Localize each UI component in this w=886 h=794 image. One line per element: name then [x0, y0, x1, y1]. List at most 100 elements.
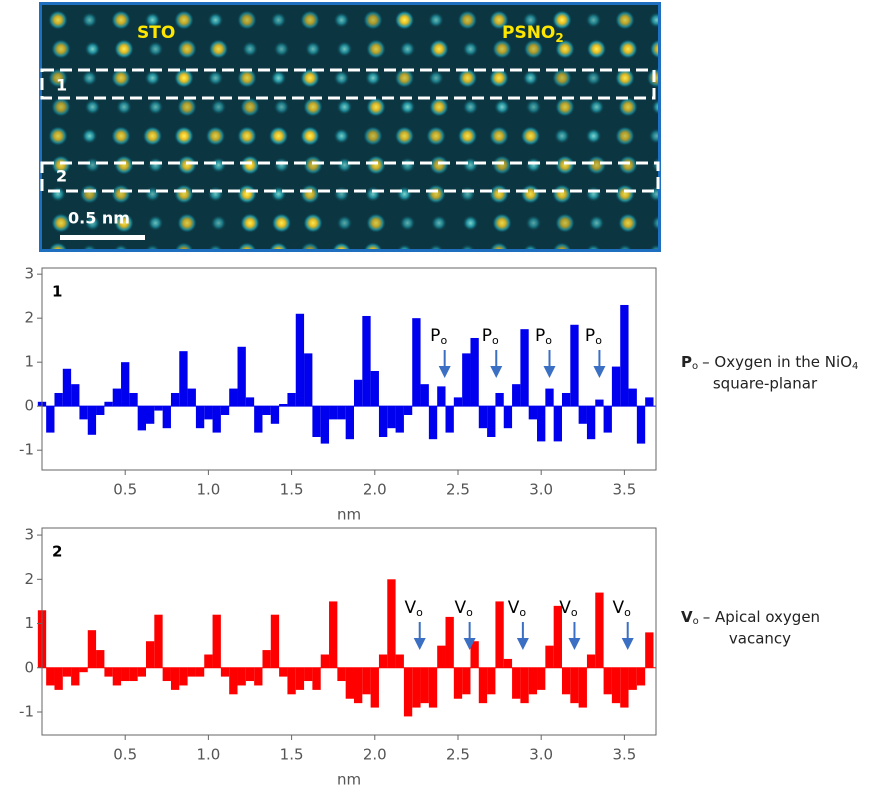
atom-column [81, 12, 98, 28]
atom-column [333, 128, 350, 144]
bar [112, 667, 122, 686]
atom-column [336, 41, 353, 57]
bar [420, 667, 429, 704]
bar [170, 392, 180, 407]
panel-label: 2 [52, 543, 62, 561]
y-tick-label: 3 [24, 526, 34, 544]
bar [187, 667, 196, 677]
note-text: – Oxygen in the NiO [702, 353, 852, 371]
annotation-arrowhead [568, 638, 581, 650]
atom-column [492, 155, 512, 175]
atom-column [333, 12, 350, 28]
atom-column [431, 215, 447, 231]
y-tick-label: 0 [24, 658, 34, 676]
atom-column [111, 184, 131, 204]
bar [370, 370, 379, 407]
atom-column [84, 157, 101, 173]
annotation: Po [430, 326, 447, 347]
bar [537, 667, 546, 690]
bar [345, 667, 354, 699]
bar [420, 384, 429, 407]
annotation-sub: o [571, 606, 578, 619]
annotation-main: V [454, 598, 466, 618]
bar [195, 406, 205, 429]
x-tick-label: 3.5 [612, 746, 636, 764]
atom-column [615, 10, 635, 30]
annotation-sub: o [595, 334, 602, 347]
atom-column [399, 215, 416, 231]
atom-column [365, 70, 381, 86]
atom-column [428, 70, 444, 86]
atom-column [618, 155, 638, 175]
atom-column [51, 213, 71, 233]
bar [337, 667, 346, 682]
bar [512, 667, 521, 699]
x-tick-label: 0.5 [113, 746, 137, 764]
atom-column [48, 242, 68, 251]
atom-column [177, 39, 197, 59]
atom-column [363, 10, 383, 30]
bar [279, 667, 288, 677]
bar [320, 406, 330, 444]
atom-column [489, 242, 509, 251]
bar [254, 406, 263, 433]
bar [220, 667, 230, 677]
y-tick-label: -1 [19, 703, 34, 721]
bar [262, 406, 271, 415]
atom-column [237, 68, 257, 88]
bar [586, 406, 596, 440]
bar [412, 318, 421, 407]
atom-column [273, 99, 290, 115]
atom-column [300, 68, 320, 88]
bar [79, 667, 88, 673]
bar [553, 406, 562, 442]
atom-column [366, 39, 386, 59]
atom-column [174, 126, 194, 146]
annotation: Vo [613, 598, 632, 619]
bar [237, 346, 246, 407]
bar [453, 667, 463, 699]
bar [570, 667, 579, 704]
annotation-sub: o [492, 334, 499, 347]
bar [204, 654, 213, 668]
atom-column [273, 41, 290, 57]
bar [104, 667, 113, 677]
bar [337, 406, 346, 420]
bar [537, 406, 546, 442]
bar [121, 667, 130, 682]
y-tick-label: 1 [24, 614, 34, 632]
bar [229, 388, 238, 407]
bar [154, 614, 163, 668]
bar [362, 667, 371, 695]
annotation-arrowhead [543, 366, 556, 378]
annotation-sub: o [519, 606, 526, 619]
strip-box [40, 68, 656, 100]
atom-column [394, 10, 415, 30]
atom-column [210, 99, 227, 115]
bar [437, 645, 446, 668]
bar [445, 616, 454, 668]
atom-column [48, 126, 68, 146]
atom-column [205, 126, 226, 146]
y-tick-label: 2 [24, 570, 34, 588]
atom-column [144, 70, 161, 86]
bar [353, 667, 363, 704]
bar [195, 667, 205, 677]
atom-column [396, 186, 413, 202]
x-tick-label: 2.0 [363, 746, 387, 764]
atom-column [428, 12, 444, 28]
atom-column [208, 39, 229, 59]
annotation-sub: o [466, 606, 473, 619]
x-tick-label: 1.5 [280, 746, 304, 764]
note-text: – Apical oxygen [703, 608, 820, 626]
atom-column [48, 10, 68, 30]
annotation: Vo [508, 598, 527, 619]
atom-column [555, 213, 575, 233]
bar [603, 406, 612, 433]
bar [129, 392, 138, 407]
atom-column [588, 215, 605, 231]
atom-column [51, 39, 71, 59]
bar [620, 304, 629, 407]
atom-column [114, 39, 134, 59]
